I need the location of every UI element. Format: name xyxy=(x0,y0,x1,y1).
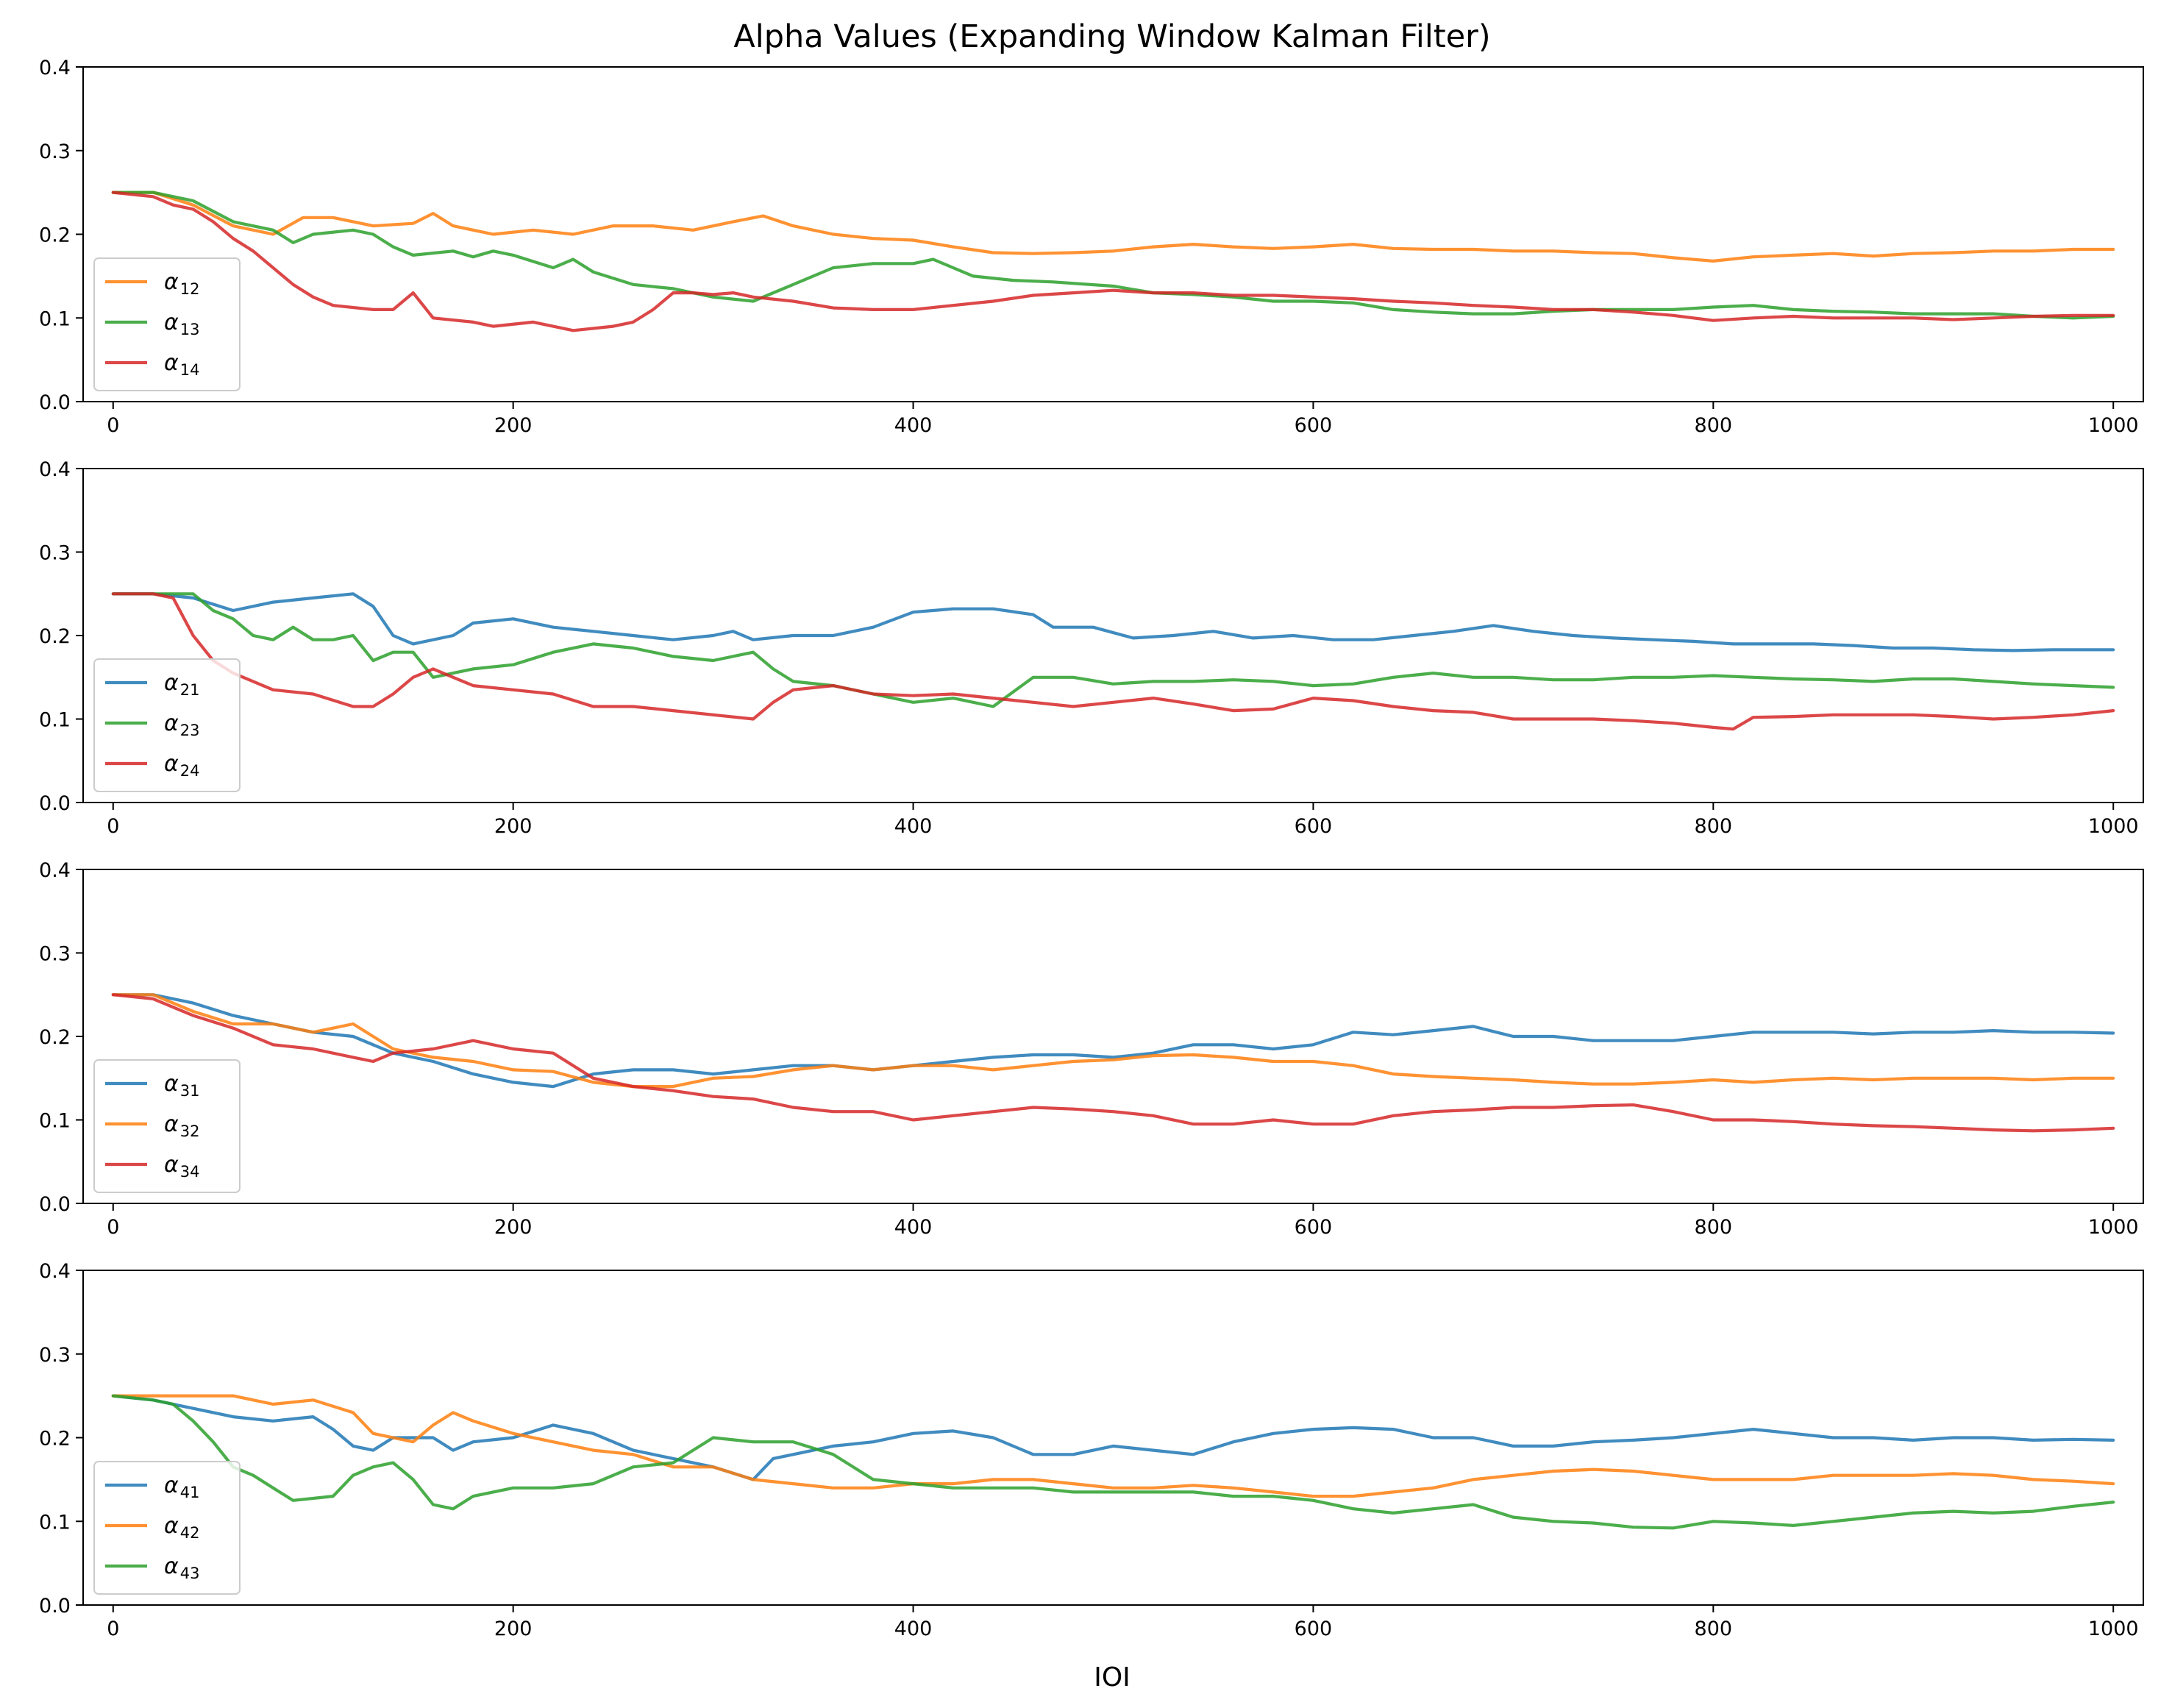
legend-label-alpha-31: α31 xyxy=(164,1071,200,1100)
x-tick-label: 200 xyxy=(494,414,533,437)
x-tick-label: 1000 xyxy=(2088,1216,2139,1239)
x-tick-label: 800 xyxy=(1695,815,1733,838)
series-line-alpha-23 xyxy=(111,592,2115,708)
x-tick-label: 600 xyxy=(1295,1216,1333,1239)
x-tick-label: 1000 xyxy=(2088,414,2139,437)
legend-box xyxy=(93,1059,241,1193)
panels-container: 0 200 400 600 800 10000.00.10.20.30.4α12α13α1… xyxy=(39,57,2144,1640)
legend-box xyxy=(93,658,241,792)
legend-label-alpha-14: α14 xyxy=(164,350,200,379)
series-line-alpha-21 xyxy=(111,592,2115,652)
series-line-alpha-31 xyxy=(111,993,2115,1089)
y-tick-label: 0.1 xyxy=(39,1511,71,1534)
subplot-2: 0 200 400 600 800 10000.00.10.20.30.4α21α23α2… xyxy=(39,458,2144,838)
legend-label-alpha-21: α21 xyxy=(164,670,200,699)
x-tick-label: 200 xyxy=(494,815,533,838)
x-tick-label: 200 xyxy=(494,1618,533,1640)
y-tick-label: 0.4 xyxy=(39,57,71,79)
legend: α12 α13 α14 xyxy=(93,257,241,391)
y-tick-label: 0.1 xyxy=(39,307,71,330)
x-tick-label: 200 xyxy=(494,1216,533,1239)
chart-title: Alpha Values (Expanding Window Kalman Fi… xyxy=(733,18,1490,55)
x-tick-label: 0 xyxy=(107,414,119,437)
y-tick-label: 0.1 xyxy=(39,1110,71,1133)
x-tick-label: 0 xyxy=(107,1216,119,1239)
y-tick-label: 0.3 xyxy=(39,1344,71,1367)
legend-label-alpha-24: α24 xyxy=(164,751,200,780)
series-line-alpha-13 xyxy=(111,191,2115,320)
subplot-4: 0 200 400 600 800 10000.00.10.20.30.4α41α42α4… xyxy=(39,1260,2144,1640)
legend-box xyxy=(93,1461,241,1595)
x-tick-label: 800 xyxy=(1695,1216,1733,1239)
x-tick-label: 400 xyxy=(894,1216,933,1239)
x-tick-label: 400 xyxy=(894,414,933,437)
series-line-alpha-24 xyxy=(111,592,2115,731)
legend-label-alpha-13: α13 xyxy=(164,310,200,338)
series-line-alpha-14 xyxy=(111,191,2115,332)
y-tick-label: 0.3 xyxy=(39,140,71,163)
y-tick-label: 0.4 xyxy=(39,1260,71,1283)
x-tick-label: 0 xyxy=(107,1618,119,1640)
y-tick-label: 0.2 xyxy=(39,1026,71,1049)
x-tick-label: 400 xyxy=(894,815,933,838)
legend-label-alpha-23: α23 xyxy=(164,711,200,739)
x-tick-label: 600 xyxy=(1295,1618,1333,1640)
y-tick-label: 0.0 xyxy=(39,1595,71,1618)
y-tick-label: 0.3 xyxy=(39,943,71,966)
legend: α41 α42 α43 xyxy=(93,1461,241,1595)
legend: α21 α23 α24 xyxy=(93,658,241,792)
y-tick-label: 0.0 xyxy=(39,792,71,815)
legend-label-alpha-43: α43 xyxy=(164,1554,200,1582)
x-tick-label: 800 xyxy=(1695,414,1733,437)
series-line-alpha-32 xyxy=(111,993,2115,1089)
legend-label-alpha-32: α32 xyxy=(164,1111,200,1140)
series-line-alpha-12 xyxy=(111,191,2115,263)
y-tick-label: 0.3 xyxy=(39,542,71,565)
y-tick-label: 0.1 xyxy=(39,709,71,732)
x-tick-label: 400 xyxy=(894,1618,933,1640)
x-tick-label: 600 xyxy=(1295,815,1333,838)
subplot-1: 0 200 400 600 800 10000.00.10.20.30.4α12α13α1… xyxy=(39,57,2144,437)
legend-box xyxy=(93,257,241,391)
y-tick-label: 0.2 xyxy=(39,625,71,648)
series-line-alpha-34 xyxy=(111,993,2115,1133)
y-tick-label: 0.2 xyxy=(39,1428,71,1451)
x-tick-label: 0 xyxy=(107,815,119,838)
y-tick-label: 0.0 xyxy=(39,391,71,414)
y-tick-label: 0.0 xyxy=(39,1193,71,1216)
legend-label-alpha-34: α34 xyxy=(164,1152,200,1181)
x-tick-label: 800 xyxy=(1695,1618,1733,1640)
y-tick-label: 0.4 xyxy=(39,859,71,882)
subplot-3: 0 200 400 600 800 10000.00.10.20.30.4α31α32α3… xyxy=(39,859,2144,1239)
y-tick-label: 0.2 xyxy=(39,224,71,247)
x-tick-label: 1000 xyxy=(2088,1618,2139,1640)
x-tick-label: 600 xyxy=(1295,414,1333,437)
legend-label-alpha-41: α41 xyxy=(164,1473,200,1501)
x-axis-label: IOI xyxy=(1094,1662,1130,1693)
x-tick-label: 1000 xyxy=(2088,815,2139,838)
series-line-alpha-42 xyxy=(111,1394,2115,1498)
y-tick-label: 0.4 xyxy=(39,458,71,481)
series-line-alpha-43 xyxy=(111,1394,2115,1530)
legend-label-alpha-42: α42 xyxy=(164,1513,200,1542)
legend-label-alpha-12: α12 xyxy=(164,269,200,298)
legend: α31 α32 α34 xyxy=(93,1059,241,1193)
